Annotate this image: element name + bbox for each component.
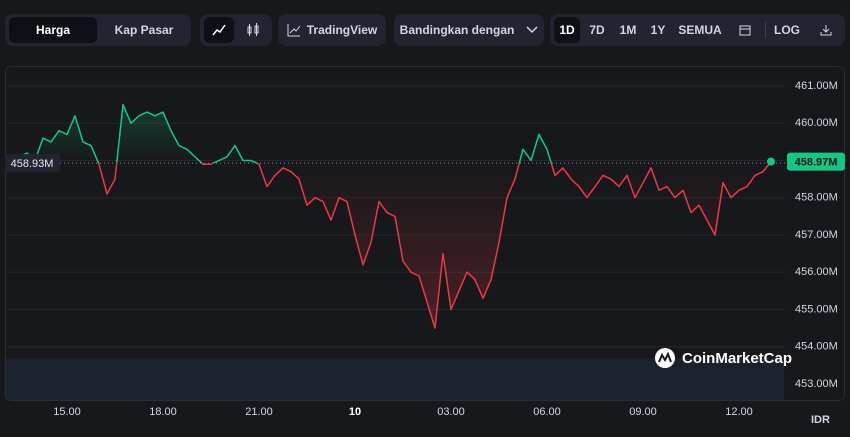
range-group: 1D 7D 1M 1Y SEMUA LOG <box>550 14 845 46</box>
x-tick-label: 03.00 <box>437 406 465 418</box>
view-tabs: Harga Kap Pasar <box>5 14 191 46</box>
y-tick-label: 458.00M <box>795 192 838 204</box>
calendar-button[interactable] <box>730 17 760 43</box>
x-tick-label: 12.00 <box>725 406 753 418</box>
range-button[interactable]: 1D <box>554 17 580 43</box>
current-badge <box>787 152 845 171</box>
tradingview-label: TradingView <box>306 23 378 37</box>
x-tick-label: 09.00 <box>629 406 657 418</box>
x-tick-label: 18.00 <box>149 406 177 418</box>
tab-market-cap[interactable]: Kap Pasar <box>114 23 174 37</box>
compare-group: Bandingkan dengan <box>394 14 544 46</box>
baseline-badge <box>5 154 60 173</box>
y-tick-label: 457.00M <box>795 229 838 241</box>
log-button[interactable]: LOG <box>774 23 800 37</box>
divider <box>765 22 766 38</box>
range-button[interactable]: 1M <box>619 23 637 37</box>
line-style-button[interactable] <box>204 17 234 43</box>
baseline-label: 458.93M <box>11 158 54 170</box>
y-tick-label: 453.00M <box>795 378 838 390</box>
watermark-logo-mark <box>658 351 672 363</box>
tab-price[interactable]: Harga <box>9 17 97 43</box>
calendar-icon <box>739 25 751 36</box>
y-tick-label: 456.00M <box>795 266 838 278</box>
watermark: CoinMarketCap <box>682 350 792 367</box>
range-button[interactable]: SEMUA <box>678 23 722 37</box>
candle-icon <box>247 23 259 36</box>
compare-dropdown[interactable]: Bandingkan dengan <box>397 17 541 43</box>
x-tick-label: 06.00 <box>533 406 561 418</box>
compare-label: Bandingkan dengan <box>399 23 515 37</box>
tradingview-button[interactable]: TradingView <box>281 17 383 43</box>
download-button[interactable] <box>812 17 840 43</box>
y-tick-label: 461.00M <box>795 80 838 92</box>
line-icon <box>212 24 226 36</box>
y-tick-label: 460.00M <box>795 117 838 129</box>
download-icon <box>820 25 832 36</box>
current-label: 458.97M <box>795 157 838 169</box>
y-tick-label: 455.00M <box>795 303 838 315</box>
last-point <box>767 157 775 166</box>
x-tick-label: 15.00 <box>53 406 81 418</box>
volume-band <box>6 358 784 400</box>
plot: 453.00M 454.00M 455.00M 456.00M 457.00M 458.0… <box>5 80 845 418</box>
tradingview-group: TradingView <box>278 14 386 46</box>
candle-style-button[interactable] <box>238 17 268 43</box>
x-tick-label: 21.00 <box>245 406 273 418</box>
chart-style <box>200 14 272 46</box>
y-tick-label: 454.00M <box>795 341 838 353</box>
range-button[interactable]: 7D <box>589 23 605 37</box>
x-axis-label: IDR <box>811 414 830 426</box>
price-line <box>10 103 772 329</box>
range-button[interactable]: 1Y <box>650 23 666 37</box>
chart-icon <box>287 24 301 37</box>
x-tick-label: 10 <box>349 406 361 418</box>
chevron-icon <box>526 26 538 34</box>
